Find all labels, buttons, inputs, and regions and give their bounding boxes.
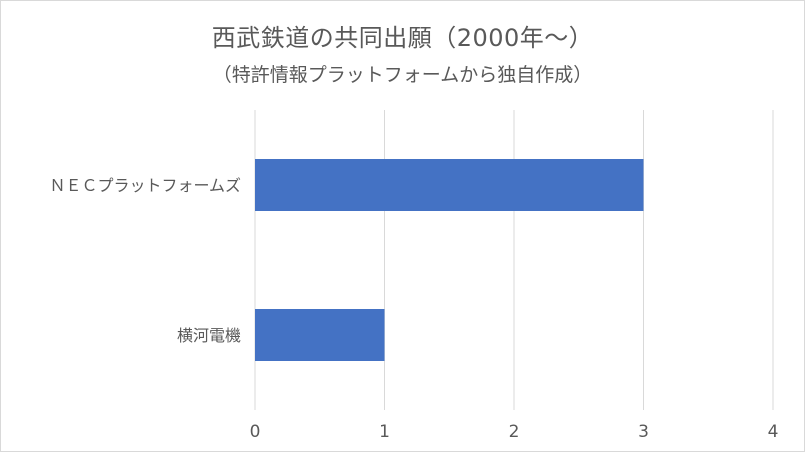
bar: [255, 159, 644, 211]
bar: [255, 309, 385, 361]
x-tick-label: 4: [768, 422, 779, 442]
x-tick-label: 3: [638, 422, 649, 442]
x-tick-label: 1: [379, 422, 390, 442]
chart-subtitle: （特許情報プラットフォームから独自作成）: [212, 64, 593, 86]
chart-title: 西武鉄道の共同出願（2000年～）: [211, 24, 594, 52]
category-label: ＮＥＣプラットフォームズ: [49, 176, 241, 195]
x-tick-label: 2: [509, 422, 520, 442]
x-tick-label: 0: [250, 422, 261, 442]
category-label: 横河電機: [177, 326, 241, 345]
